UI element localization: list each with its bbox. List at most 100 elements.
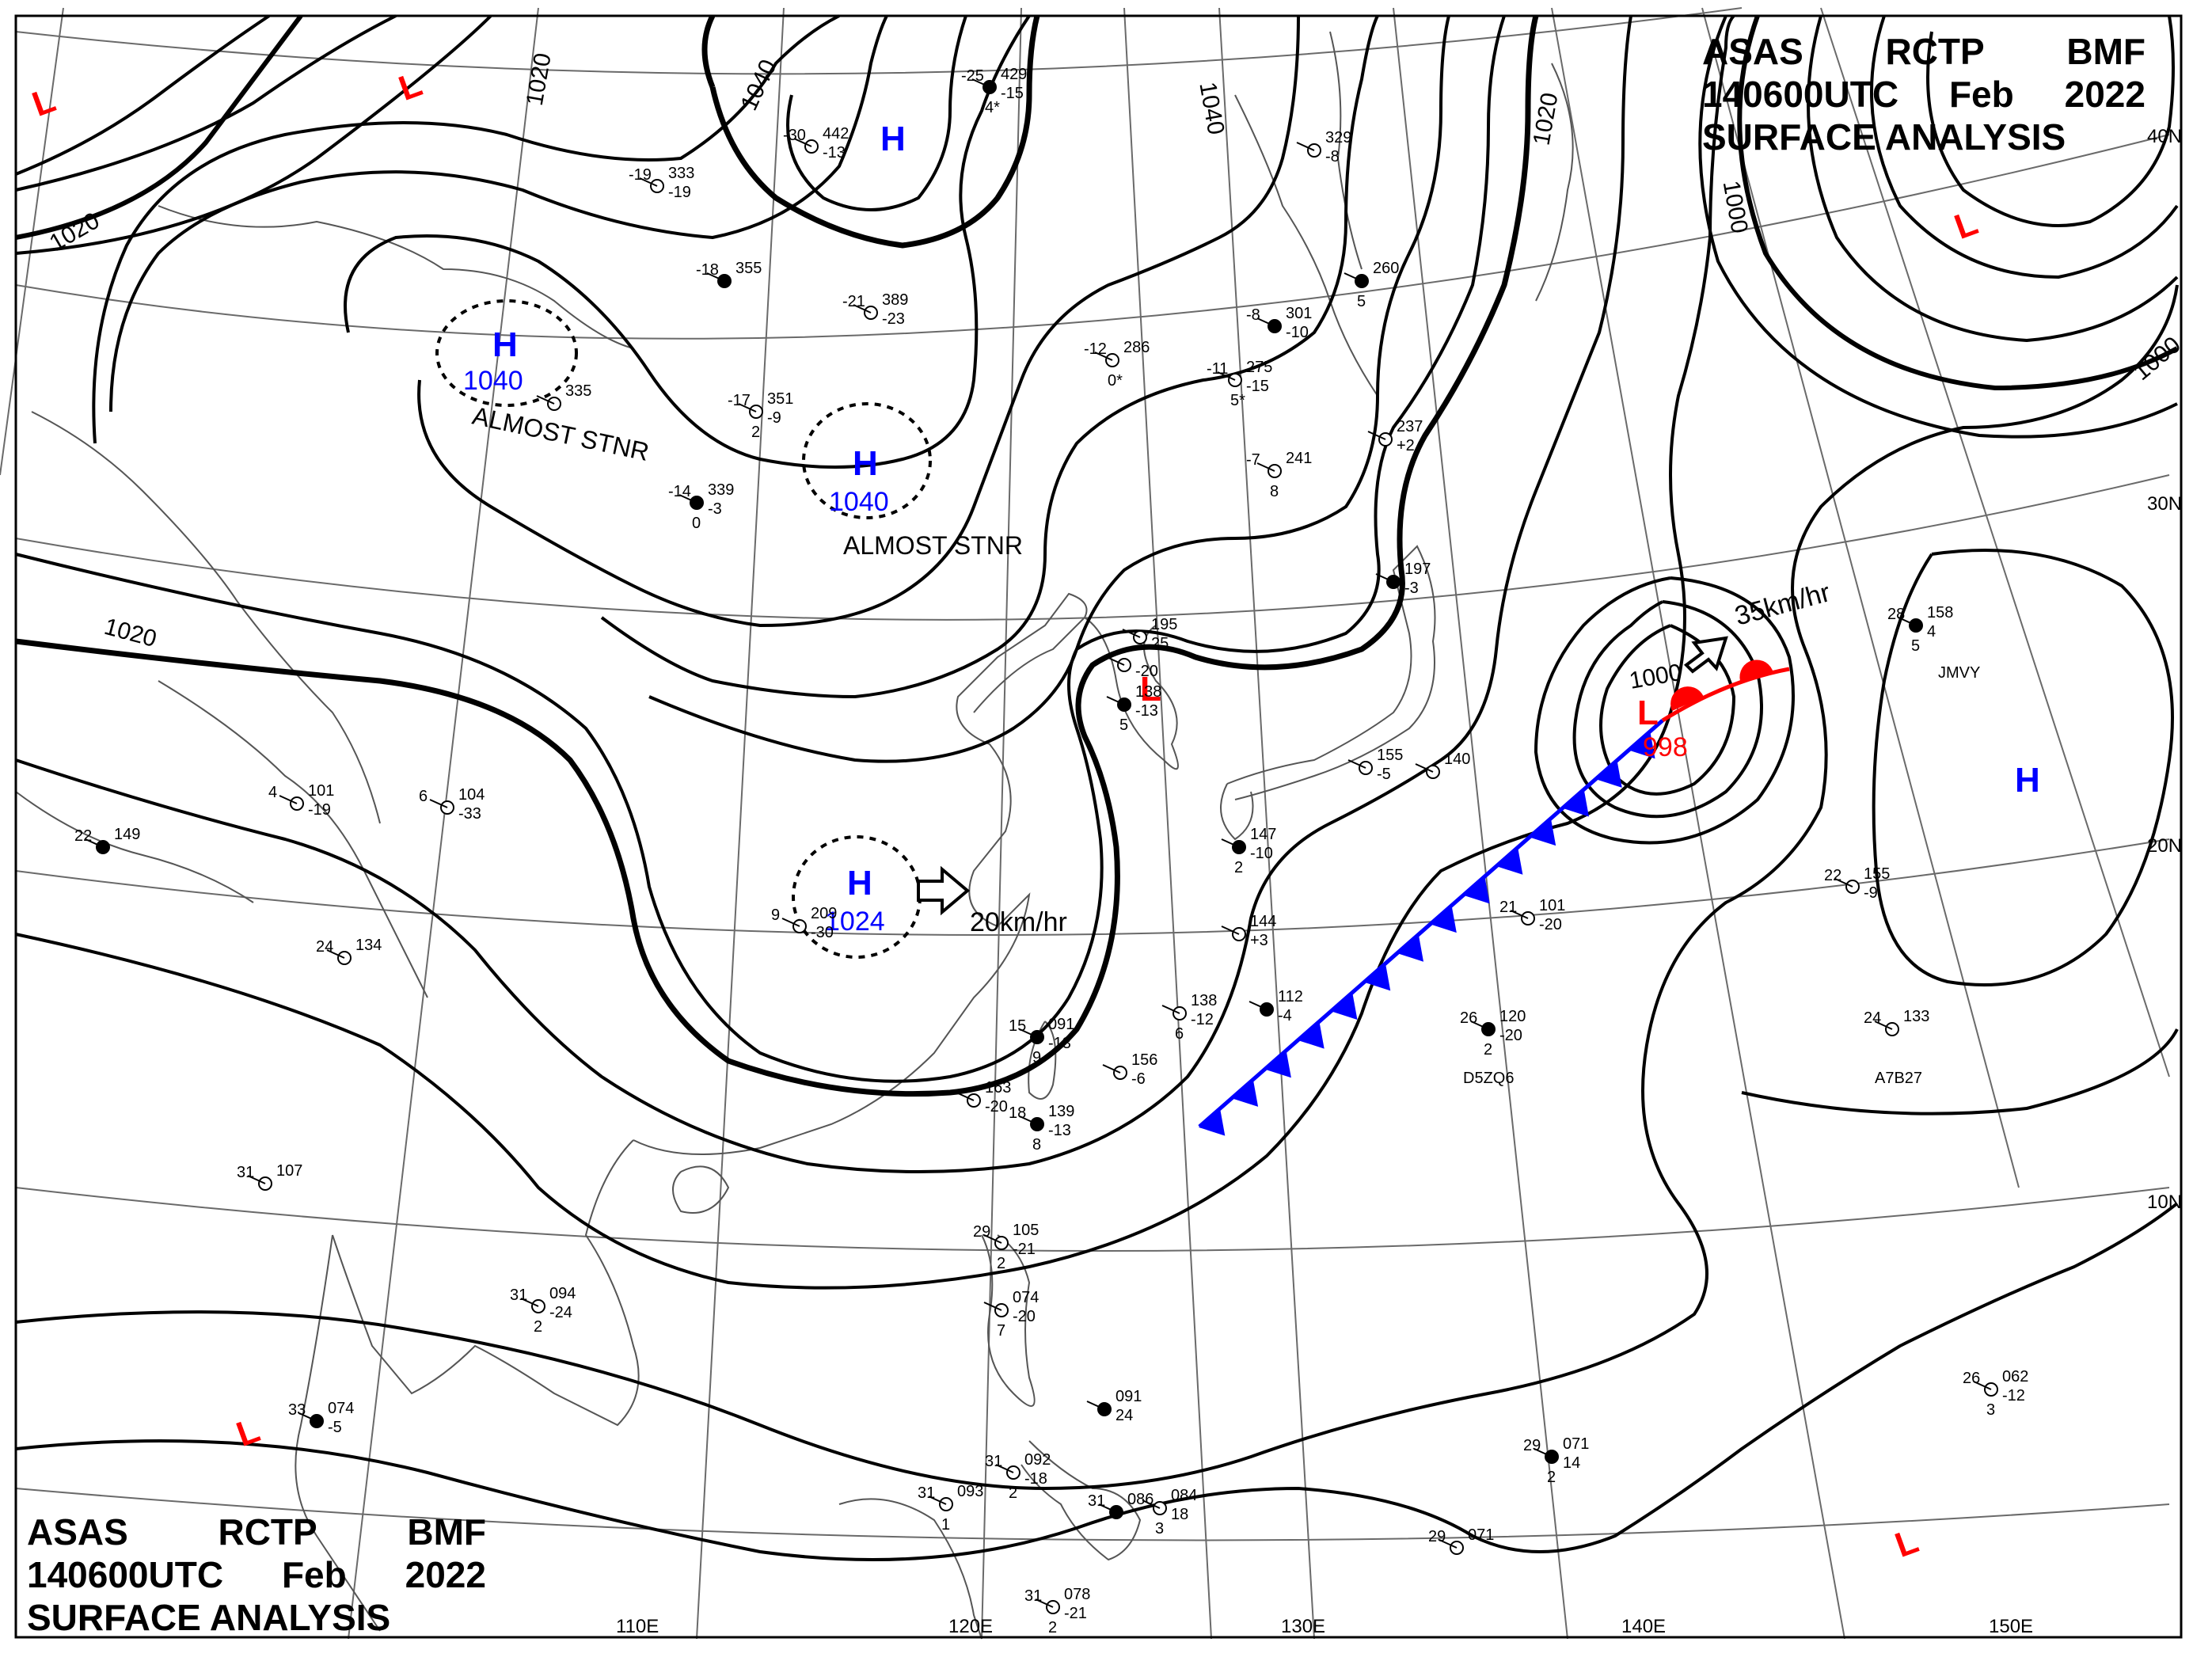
- station-temp: 15: [1009, 1017, 1026, 1035]
- station-temp: 4: [268, 784, 277, 801]
- wind-barb: [1898, 617, 1917, 626]
- wind-barb: [928, 1496, 947, 1505]
- high-note: ALMOST STNR: [843, 531, 1023, 560]
- isobar-11: [786, 15, 967, 211]
- station-plot: 144+3: [1221, 913, 1276, 949]
- wind-barb: [298, 1412, 317, 1422]
- isobar-4: [15, 15, 1539, 1097]
- title-agency: ASAS: [27, 1511, 128, 1553]
- station-dewpoint: -5: [1377, 766, 1391, 783]
- wind-barb: [1256, 462, 1275, 472]
- station-pressure: 094: [549, 1285, 576, 1302]
- station-pressure: 134: [355, 937, 382, 954]
- ship-id: A7B27: [1875, 1070, 1922, 1087]
- station-weather: 5: [1119, 716, 1128, 734]
- high-ring-1040-east: [802, 402, 932, 519]
- station-plot: 26 062 -12 3: [1963, 1368, 2028, 1419]
- wind-barb: [639, 177, 658, 187]
- station-plot: -17 351-9 2: [728, 390, 793, 441]
- wind-barb: [1834, 878, 1853, 888]
- station-plot: -20: [1106, 656, 1158, 680]
- station-dewpoint: -3: [1404, 580, 1419, 597]
- station-dewpoint: -15: [1246, 378, 1269, 395]
- parallel-40n: [15, 134, 2170, 340]
- station-pressure: 062: [2002, 1368, 2028, 1385]
- high-pressure: 1040: [463, 366, 523, 396]
- station-temp: -12: [1084, 340, 1107, 358]
- wind-barb: [983, 1302, 1002, 1311]
- station-weather: 2: [1547, 1469, 1556, 1486]
- isobar-7: [92, 14, 840, 444]
- station-temp: 29: [1428, 1528, 1446, 1545]
- station-pressure: 442: [823, 125, 849, 143]
- warm-front-bump: [1739, 659, 1773, 681]
- station-pressure: 101: [1539, 897, 1565, 914]
- title-year: 2022: [405, 1554, 486, 1595]
- cold-front-tooth: [1397, 934, 1424, 962]
- title-time-row: 140600UTC Feb 2022: [27, 1553, 486, 1596]
- coast-philippines-south: [1020, 1440, 1142, 1561]
- station-weather: 2: [997, 1255, 1005, 1272]
- station-pressure: 155: [1377, 747, 1403, 764]
- station-plot: 26 120 -20 2: [1460, 1008, 1526, 1059]
- station-plot: 335: [536, 382, 591, 411]
- station-temp: 24: [1864, 1009, 1881, 1027]
- station-dewpoint: -10: [1250, 845, 1273, 862]
- wind-barb: [520, 1298, 539, 1307]
- station-pressure: 104: [458, 786, 485, 804]
- graticule: [0, 7, 2170, 1640]
- station-dewpoint: -19: [308, 801, 331, 819]
- station-dewpoint: -9: [1864, 884, 1878, 902]
- wind-barb: [1534, 1448, 1553, 1458]
- station-dewpoint: -15: [1001, 85, 1024, 102]
- lon-label: 130E: [1281, 1616, 1325, 1637]
- station-temp: 22: [1824, 867, 1841, 884]
- station-dewpoint: -10: [1286, 324, 1309, 341]
- high-ring-1040-west: [435, 299, 578, 407]
- station-plot: -21 389-23: [842, 291, 908, 328]
- isobar-l998-3: [1534, 576, 1795, 845]
- station-weather: 5*: [1230, 392, 1245, 409]
- title-agency-row: ASAS RCTP BMF: [1702, 30, 2145, 73]
- cold-front-tooth: [1463, 876, 1490, 904]
- station-temp: 18: [1009, 1104, 1026, 1122]
- lon-label: 110E: [616, 1616, 659, 1637]
- station-dewpoint: -30: [811, 924, 834, 941]
- station-temp: 28: [1887, 606, 1905, 623]
- wind-barb: [1249, 1001, 1268, 1010]
- wind-barb: [706, 272, 725, 282]
- station-pressure: 149: [114, 826, 140, 843]
- station-pressure: 074: [328, 1400, 354, 1417]
- wind-barb: [678, 494, 697, 504]
- wind-barb: [793, 138, 812, 147]
- station-pressure: 195: [1151, 616, 1177, 633]
- station-temp: -18: [696, 261, 719, 279]
- station-plot: 138-13 5: [1106, 683, 1161, 734]
- lon-labels: 110E 120E 130E 140E 150E: [616, 1616, 2033, 1637]
- isobar-2: [15, 14, 492, 255]
- meridian-135e: [1393, 7, 1568, 1640]
- cold-front-tooth: [1529, 818, 1556, 846]
- station-pressure: 074: [1013, 1289, 1039, 1306]
- wind-barb: [853, 304, 872, 314]
- station-pressure: 333: [668, 165, 694, 182]
- movement-arrows: [917, 636, 1728, 916]
- wind-barb: [983, 1234, 1002, 1244]
- wind-barb: [1510, 910, 1529, 919]
- wind-barb: [1874, 1021, 1893, 1030]
- station-pressure: 112: [1278, 988, 1303, 1005]
- lat-label: 10N: [2147, 1192, 2182, 1213]
- cold-front-tooth: [1430, 905, 1457, 933]
- station-temp: 6: [419, 788, 428, 805]
- station-dewpoint: -8: [1325, 148, 1340, 165]
- meridian-145e: [1701, 7, 2020, 1188]
- lat-label: 20N: [2147, 835, 2182, 857]
- station-pressure: 139: [1048, 1103, 1074, 1120]
- wind-barb: [1375, 573, 1394, 583]
- high-symbol: H: [880, 120, 906, 158]
- wind-barb: [1347, 759, 1366, 769]
- station-temp: 22: [74, 827, 92, 845]
- title-code: BMF: [2066, 31, 2145, 72]
